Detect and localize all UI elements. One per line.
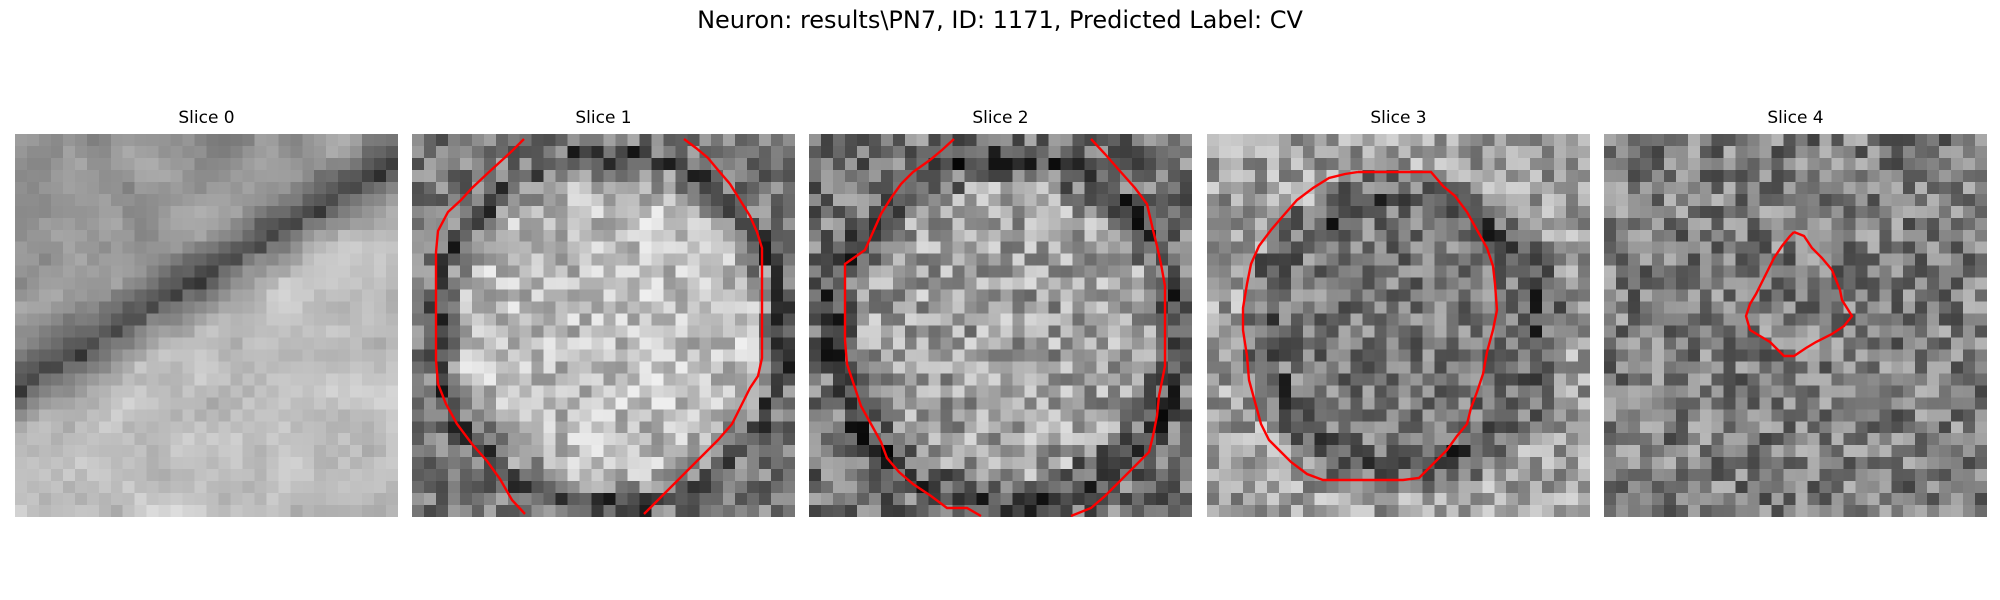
slice-4-image (1604, 134, 1987, 517)
slice-0-image (15, 134, 398, 517)
figure-title: Neuron: results\PN7, ID: 1171, Predicted… (697, 6, 1303, 34)
slice-4-contour (1744, 230, 1854, 358)
slice-panel-1: Slice 1 (412, 108, 795, 517)
slice-title: Slice 3 (1370, 108, 1427, 128)
slice-3-image (1207, 134, 1590, 517)
slice-panel-0: Slice 0 (15, 108, 398, 517)
slice-3-contour (1241, 170, 1499, 482)
slice-2-image (809, 134, 1192, 517)
slice-title: Slice 0 (178, 108, 235, 128)
slice-panel-3: Slice 3 (1207, 108, 1590, 517)
slice-1-image (412, 134, 795, 517)
slice-title: Slice 1 (575, 108, 632, 128)
slice-title: Slice 4 (1767, 108, 1824, 128)
slice-panel-2: Slice 2 (809, 108, 1192, 517)
slice-title: Slice 2 (972, 108, 1029, 128)
slice-2-contour (843, 138, 1167, 517)
slice-panel-4: Slice 4 (1604, 108, 1987, 517)
slice-1-contour (434, 138, 764, 515)
